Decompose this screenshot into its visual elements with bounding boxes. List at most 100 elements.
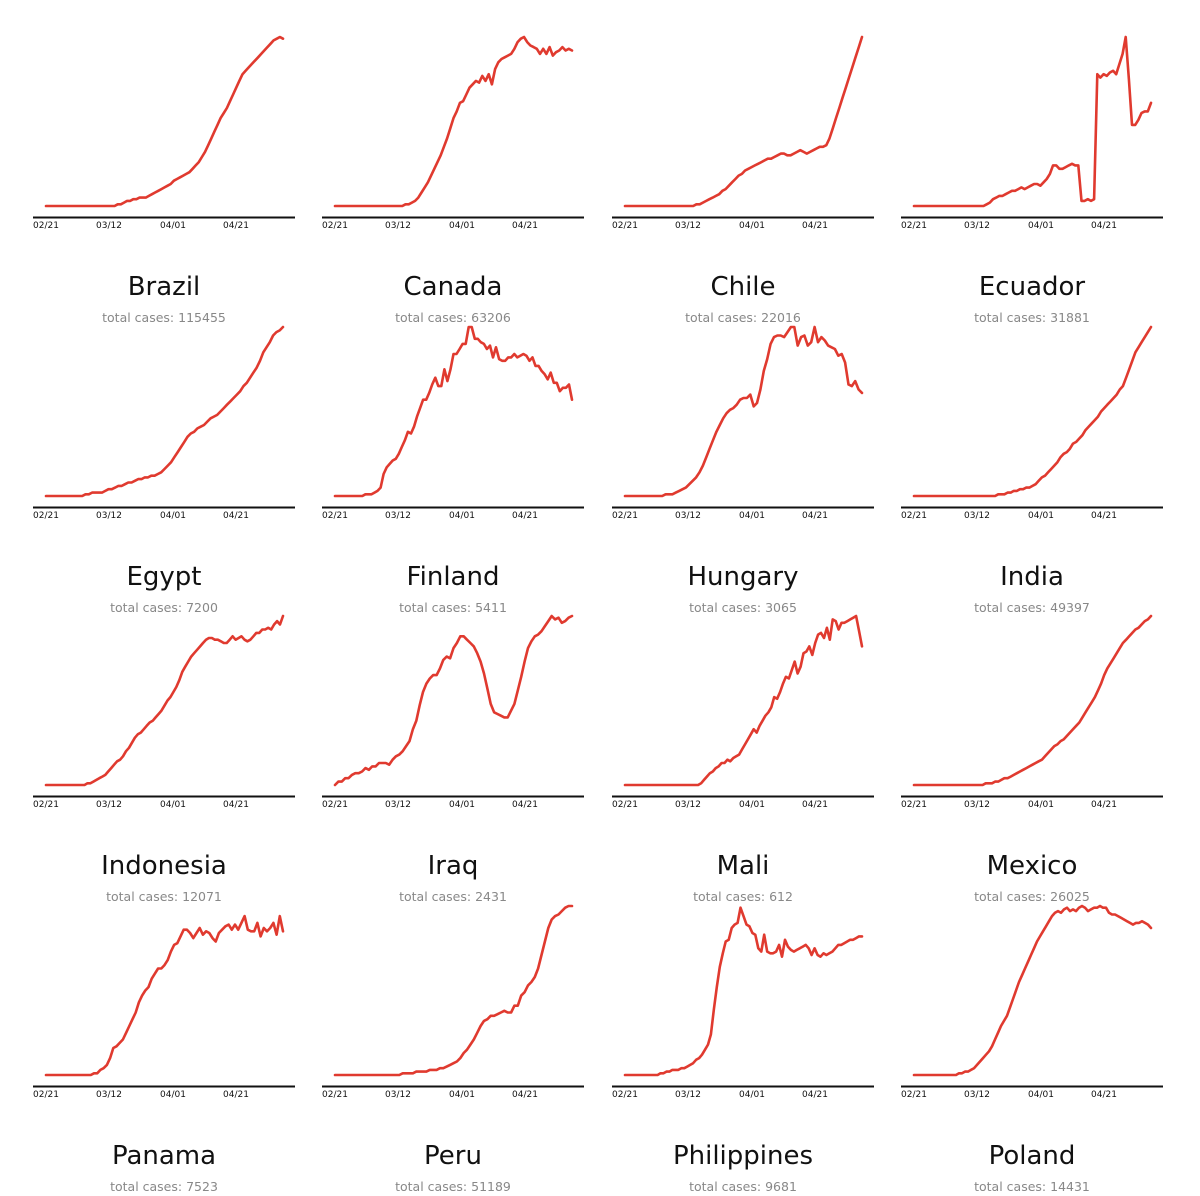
total-cases-prefix: total cases: (974, 600, 1047, 615)
chart-panel-panama: 02/21 03/12 04/01 04/21 Panama total cases: 75… (33, 906, 323, 1196)
x-tick-label: 04/01 (449, 800, 475, 810)
line-chart: 02/21 03/12 04/01 04/21 (33, 914, 295, 1100)
x-tick-label: 04/21 (223, 511, 249, 521)
small-multiples-grid: 02/21 03/12 04/01 04/21 Brazil total cases: 11… (33, 35, 1191, 1194)
total-cases-prefix: total cases: (685, 310, 758, 325)
series-line (623, 906, 864, 1077)
country-title: Philippines (672, 1141, 814, 1171)
x-tick-label: 03/12 (385, 800, 411, 810)
total-cases-prefix: total cases: (110, 1179, 183, 1194)
total-cases-value: 612 (769, 889, 793, 904)
x-tick-label: 03/12 (96, 800, 122, 810)
line-chart: 02/21 03/12 04/01 04/21 (322, 35, 584, 231)
chart-panel-mali: 02/21 03/12 04/01 04/21 Mali total cases: 612 (612, 614, 902, 906)
chart-panel-finland: 02/21 03/12 04/01 04/21 Finland total cases: 5… (322, 325, 612, 617)
total-cases-value: 5411 (475, 600, 507, 615)
total-cases-prefix: total cases: (399, 600, 472, 615)
country-title: Finland (406, 562, 500, 592)
x-tick-label: 04/21 (1091, 511, 1117, 521)
x-tick-label: 04/01 (160, 800, 186, 810)
chart-panel-mexico: 02/21 03/12 04/01 04/21 Mexico total cases: 26… (901, 614, 1191, 906)
total-cases-prefix: total cases: (395, 310, 468, 325)
line-chart: 02/21 03/12 04/01 04/21 (901, 325, 1163, 521)
country-title: Hungary (687, 562, 799, 592)
x-tick-label: 04/21 (512, 1090, 538, 1100)
x-tick-label: 03/12 (96, 221, 122, 231)
series-line (44, 35, 285, 208)
series-line (333, 904, 574, 1077)
total-cases-label: total cases: 7523 (33, 1179, 295, 1195)
chart-panel-iraq: 02/21 03/12 04/01 04/21 Iraq total cases: 2431 (322, 614, 612, 906)
x-tick-label: 04/01 (739, 800, 765, 810)
x-tick-label: 02/21 (901, 800, 927, 810)
line-chart: 02/21 03/12 04/01 04/21 (612, 325, 874, 521)
x-tick-label: 03/12 (964, 800, 990, 810)
chart-panel-philippines: 02/21 03/12 04/01 04/21 Philippines total cas… (612, 906, 902, 1196)
chart-panel-indonesia: 02/21 03/12 04/01 04/21 Indonesia total cases… (33, 614, 323, 906)
total-cases-label: total cases: 51189 (322, 1179, 584, 1195)
total-cases-value: 22016 (761, 310, 801, 325)
x-tick-label: 04/21 (802, 511, 828, 521)
total-cases-value: 51189 (471, 1179, 511, 1194)
line-chart: 02/21 03/12 04/01 04/21 (33, 614, 295, 810)
line-chart: 02/21 03/12 04/01 04/21 (612, 614, 874, 810)
total-cases-prefix: total cases: (693, 889, 766, 904)
series-line (333, 35, 574, 208)
x-tick-label: 04/21 (802, 221, 828, 231)
total-cases-value: 3065 (765, 600, 797, 615)
x-tick-label: 03/12 (385, 221, 411, 231)
total-cases-value: 9681 (765, 1179, 797, 1194)
series-line (912, 904, 1153, 1077)
x-tick-label: 04/21 (802, 800, 828, 810)
line-chart: 02/21 03/12 04/01 04/21 (612, 35, 874, 231)
chart-panel-india: 02/21 03/12 04/01 04/21 India total cases: 493… (901, 325, 1191, 617)
country-title: Indonesia (101, 851, 227, 881)
series-line (44, 614, 285, 787)
total-cases-label: total cases: 612 (612, 889, 874, 905)
total-cases-prefix: total cases: (974, 310, 1047, 325)
total-cases-prefix: total cases: (110, 600, 183, 615)
x-tick-label: 04/21 (512, 800, 538, 810)
series-line (623, 614, 864, 787)
country-title: Mali (716, 851, 770, 881)
x-tick-label: 04/01 (449, 1090, 475, 1100)
x-tick-label: 02/21 (33, 800, 59, 810)
total-cases-prefix: total cases: (399, 889, 472, 904)
total-cases-label: total cases: 63206 (322, 310, 584, 326)
x-tick-label: 03/12 (385, 1090, 411, 1100)
chart-panel-egypt: 02/21 03/12 04/01 04/21 Egypt total cases: 720… (33, 325, 323, 617)
x-tick-label: 03/12 (675, 511, 701, 521)
x-tick-label: 04/21 (512, 511, 538, 521)
x-tick-label: 04/01 (1028, 800, 1054, 810)
x-tick-label: 04/21 (1091, 800, 1117, 810)
series-line (912, 614, 1153, 787)
x-tick-label: 04/01 (160, 1090, 186, 1100)
chart-panel-chile: 02/21 03/12 04/01 04/21 Chile total cases: 220… (612, 35, 902, 327)
total-cases-value: 63206 (471, 310, 511, 325)
x-tick-label: 04/21 (223, 221, 249, 231)
country-title: Brazil (127, 272, 201, 302)
total-cases-prefix: total cases: (689, 600, 762, 615)
x-tick-label: 02/21 (612, 1090, 638, 1100)
total-cases-label: total cases: 115455 (33, 310, 295, 326)
country-title: Peru (424, 1141, 482, 1171)
x-tick-label: 03/12 (964, 221, 990, 231)
line-chart: 02/21 03/12 04/01 04/21 (322, 325, 584, 521)
x-tick-label: 02/21 (322, 800, 348, 810)
country-title: Ecuador (978, 272, 1086, 302)
x-tick-label: 03/12 (964, 511, 990, 521)
total-cases-prefix: total cases: (395, 1179, 468, 1194)
x-tick-label: 04/01 (1028, 221, 1054, 231)
total-cases-label: total cases: 7200 (33, 600, 295, 616)
x-tick-label: 04/21 (802, 1090, 828, 1100)
total-cases-value: 12071 (182, 889, 222, 904)
total-cases-label: total cases: 49397 (901, 600, 1163, 616)
total-cases-value: 26025 (1050, 889, 1090, 904)
x-tick-label: 02/21 (322, 511, 348, 521)
total-cases-prefix: total cases: (974, 889, 1047, 904)
chart-panel-ecuador: 02/21 03/12 04/01 04/21 Ecuador total cases: 3… (901, 35, 1191, 327)
x-tick-label: 04/01 (1028, 511, 1054, 521)
line-chart: 02/21 03/12 04/01 04/21 (612, 906, 874, 1100)
total-cases-value: 14431 (1050, 1179, 1090, 1194)
series-line (912, 325, 1153, 498)
